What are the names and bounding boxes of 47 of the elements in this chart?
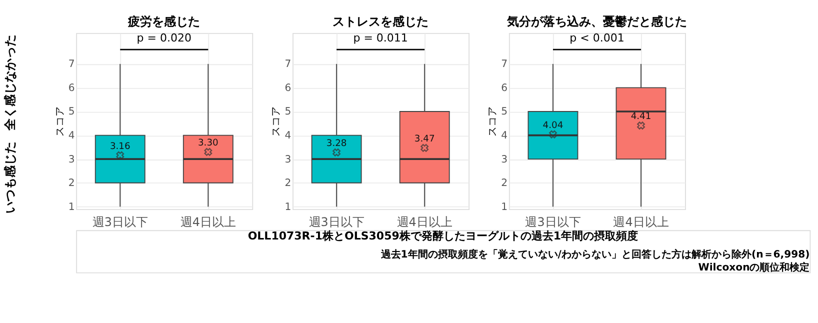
y-tick-label: 1 xyxy=(68,202,75,213)
y-tick-label: 4 xyxy=(284,130,292,142)
y-tick-label: 5 xyxy=(284,106,292,118)
y-axis-title: スコア xyxy=(54,106,66,136)
text: いつも感じた xyxy=(2,141,17,214)
y-tick-label: 7 xyxy=(68,59,75,70)
y-tick-label: 7 xyxy=(284,59,292,70)
x-tick-label: 週3日以下 xyxy=(525,215,581,230)
y-tick-label: 4 xyxy=(501,130,508,142)
y-tick-label: 2 xyxy=(501,178,508,190)
x-tick-label: 週3日以下 xyxy=(308,215,364,230)
y-tick-label: 5 xyxy=(68,106,75,118)
y-axis-title: スコア xyxy=(488,106,499,136)
y-tick-label: 2 xyxy=(284,178,292,190)
text: Wilcoxonの順位和検定 xyxy=(698,262,810,274)
data-label: 3.16 xyxy=(110,140,130,152)
y-tick-label: 3 xyxy=(501,154,508,166)
y-tick-label: 2 xyxy=(68,178,75,190)
x-axis-title: OLL1073R-1株とOLS3059株で発酵したヨーグルトの過去1年間の摂取頻度 xyxy=(248,229,638,242)
annotation: p = 0.011 xyxy=(353,31,408,44)
data-label: 3.28 xyxy=(326,138,347,150)
y-tick-label: 6 xyxy=(68,82,75,94)
chart-title: ストレスを感じた xyxy=(332,14,429,29)
chart-title: 気分が落ち込み、憂鬱だと感じた xyxy=(506,14,687,29)
y-tick-label: 4 xyxy=(68,130,75,142)
y-tick-label: 6 xyxy=(284,82,292,94)
y-tick-label: 6 xyxy=(501,82,508,94)
data-label: 4.04 xyxy=(542,120,564,131)
y-tick-label: 1 xyxy=(284,202,292,213)
y-tick-label: 3 xyxy=(68,154,75,166)
data-label: 3.47 xyxy=(414,134,435,144)
text: 全く感じなかった xyxy=(2,34,17,132)
y-axis-title: スコア xyxy=(271,106,282,136)
x-tick-label: 週4日以上 xyxy=(180,215,236,230)
y-tick-label: 3 xyxy=(284,154,292,166)
x-tick-label: 週4日以上 xyxy=(613,215,669,230)
y-tick-label: 7 xyxy=(501,59,508,70)
x-tick-label: 週4日以上 xyxy=(396,215,452,230)
data-label: 4.41 xyxy=(630,111,652,122)
chart-title: 疲労を感じた xyxy=(127,14,200,29)
annotation: p = 0.020 xyxy=(136,31,192,44)
y-tick-label: 1 xyxy=(501,202,508,213)
x-tick-label: 週3日以下 xyxy=(92,215,148,230)
data-label: 3.30 xyxy=(198,138,219,149)
y-tick-label: 5 xyxy=(501,106,508,118)
text: 過去1年間の摂取頻度を「覚えていない/わからない」と回答した方は解析から除外(n＝6,998) xyxy=(380,248,810,261)
annotation: p < 0.001 xyxy=(570,31,624,44)
